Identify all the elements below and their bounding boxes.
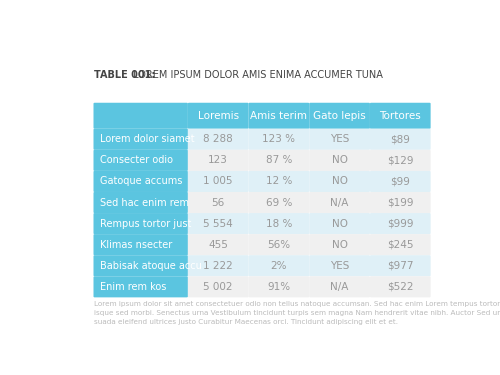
FancyBboxPatch shape bbox=[248, 255, 310, 276]
Text: $129: $129 bbox=[387, 155, 413, 165]
Text: Lorem dolor siamet: Lorem dolor siamet bbox=[100, 134, 195, 144]
Text: NO: NO bbox=[332, 155, 347, 165]
FancyBboxPatch shape bbox=[94, 171, 188, 192]
Text: 56%: 56% bbox=[268, 240, 290, 250]
Text: YES: YES bbox=[330, 134, 349, 144]
FancyBboxPatch shape bbox=[248, 129, 310, 150]
FancyBboxPatch shape bbox=[248, 213, 310, 234]
Text: 2%: 2% bbox=[270, 261, 287, 271]
FancyBboxPatch shape bbox=[370, 171, 430, 192]
FancyBboxPatch shape bbox=[248, 276, 310, 297]
FancyBboxPatch shape bbox=[310, 276, 370, 297]
FancyBboxPatch shape bbox=[94, 150, 188, 171]
Text: 5 002: 5 002 bbox=[204, 282, 233, 292]
FancyBboxPatch shape bbox=[310, 234, 370, 255]
FancyBboxPatch shape bbox=[370, 234, 430, 255]
FancyBboxPatch shape bbox=[94, 255, 188, 276]
Text: Enim rem kos: Enim rem kos bbox=[100, 282, 167, 292]
FancyBboxPatch shape bbox=[188, 276, 248, 297]
FancyBboxPatch shape bbox=[370, 129, 430, 150]
Text: Sed hac enim rem: Sed hac enim rem bbox=[100, 198, 190, 207]
Text: 8 288: 8 288 bbox=[204, 134, 233, 144]
Text: 123 %: 123 % bbox=[262, 134, 296, 144]
FancyBboxPatch shape bbox=[310, 192, 370, 213]
FancyBboxPatch shape bbox=[248, 192, 310, 213]
Text: Tortores: Tortores bbox=[380, 111, 421, 121]
FancyBboxPatch shape bbox=[248, 150, 310, 171]
FancyBboxPatch shape bbox=[310, 129, 370, 150]
FancyBboxPatch shape bbox=[188, 103, 248, 129]
Text: $522: $522 bbox=[387, 282, 413, 292]
Text: 69 %: 69 % bbox=[266, 198, 292, 207]
FancyBboxPatch shape bbox=[188, 129, 248, 150]
FancyBboxPatch shape bbox=[248, 103, 310, 129]
Text: N/A: N/A bbox=[330, 282, 349, 292]
FancyBboxPatch shape bbox=[94, 234, 188, 255]
Text: 87 %: 87 % bbox=[266, 155, 292, 165]
Text: Gatoque accums: Gatoque accums bbox=[100, 176, 183, 186]
Text: Klimas nsecter: Klimas nsecter bbox=[100, 240, 172, 250]
Text: $977: $977 bbox=[387, 261, 413, 271]
Text: 12 %: 12 % bbox=[266, 176, 292, 186]
FancyBboxPatch shape bbox=[94, 213, 188, 234]
Text: $245: $245 bbox=[387, 240, 413, 250]
FancyBboxPatch shape bbox=[188, 192, 248, 213]
Text: Amis terim: Amis terim bbox=[250, 111, 308, 121]
Text: NO: NO bbox=[332, 240, 347, 250]
FancyBboxPatch shape bbox=[370, 192, 430, 213]
Text: LOREM IPSUM DOLOR AMIS ENIMA ACCUMER TUNA: LOREM IPSUM DOLOR AMIS ENIMA ACCUMER TUN… bbox=[130, 70, 383, 80]
FancyBboxPatch shape bbox=[94, 103, 188, 129]
FancyBboxPatch shape bbox=[188, 150, 248, 171]
Text: 1 222: 1 222 bbox=[204, 261, 233, 271]
FancyBboxPatch shape bbox=[310, 213, 370, 234]
FancyBboxPatch shape bbox=[94, 192, 188, 213]
Text: $199: $199 bbox=[387, 198, 413, 207]
Text: Consecter odio: Consecter odio bbox=[100, 155, 174, 165]
Text: Loremis: Loremis bbox=[198, 111, 239, 121]
FancyBboxPatch shape bbox=[370, 150, 430, 171]
FancyBboxPatch shape bbox=[370, 213, 430, 234]
FancyBboxPatch shape bbox=[370, 255, 430, 276]
FancyBboxPatch shape bbox=[370, 103, 430, 129]
Text: 91%: 91% bbox=[268, 282, 290, 292]
Text: $999: $999 bbox=[387, 219, 413, 229]
Text: Rempus tortor just: Rempus tortor just bbox=[100, 219, 192, 229]
FancyBboxPatch shape bbox=[310, 103, 370, 129]
FancyBboxPatch shape bbox=[188, 234, 248, 255]
Text: YES: YES bbox=[330, 261, 349, 271]
Text: 5 554: 5 554 bbox=[204, 219, 233, 229]
FancyBboxPatch shape bbox=[248, 234, 310, 255]
Text: Lorem ipsum dolor sit amet consectetuer odio non tellus natoque accumsan. Sed ha: Lorem ipsum dolor sit amet consectetuer … bbox=[94, 300, 500, 324]
Text: NO: NO bbox=[332, 219, 347, 229]
Text: TABLE 001:: TABLE 001: bbox=[94, 70, 155, 80]
FancyBboxPatch shape bbox=[310, 171, 370, 192]
Text: 123: 123 bbox=[208, 155, 228, 165]
Text: 1 005: 1 005 bbox=[204, 176, 233, 186]
FancyBboxPatch shape bbox=[248, 171, 310, 192]
FancyBboxPatch shape bbox=[188, 213, 248, 234]
Text: N/A: N/A bbox=[330, 198, 349, 207]
Text: $99: $99 bbox=[390, 176, 410, 186]
FancyBboxPatch shape bbox=[188, 255, 248, 276]
FancyBboxPatch shape bbox=[94, 276, 188, 297]
Text: NO: NO bbox=[332, 176, 347, 186]
FancyBboxPatch shape bbox=[310, 150, 370, 171]
FancyBboxPatch shape bbox=[310, 255, 370, 276]
FancyBboxPatch shape bbox=[188, 171, 248, 192]
Text: 18 %: 18 % bbox=[266, 219, 292, 229]
Text: Babisak atoque accu: Babisak atoque accu bbox=[100, 261, 202, 271]
FancyBboxPatch shape bbox=[370, 276, 430, 297]
Text: 56: 56 bbox=[212, 198, 225, 207]
Text: $89: $89 bbox=[390, 134, 410, 144]
Text: Gato lepis: Gato lepis bbox=[313, 111, 366, 121]
Text: 455: 455 bbox=[208, 240, 228, 250]
FancyBboxPatch shape bbox=[94, 129, 188, 150]
